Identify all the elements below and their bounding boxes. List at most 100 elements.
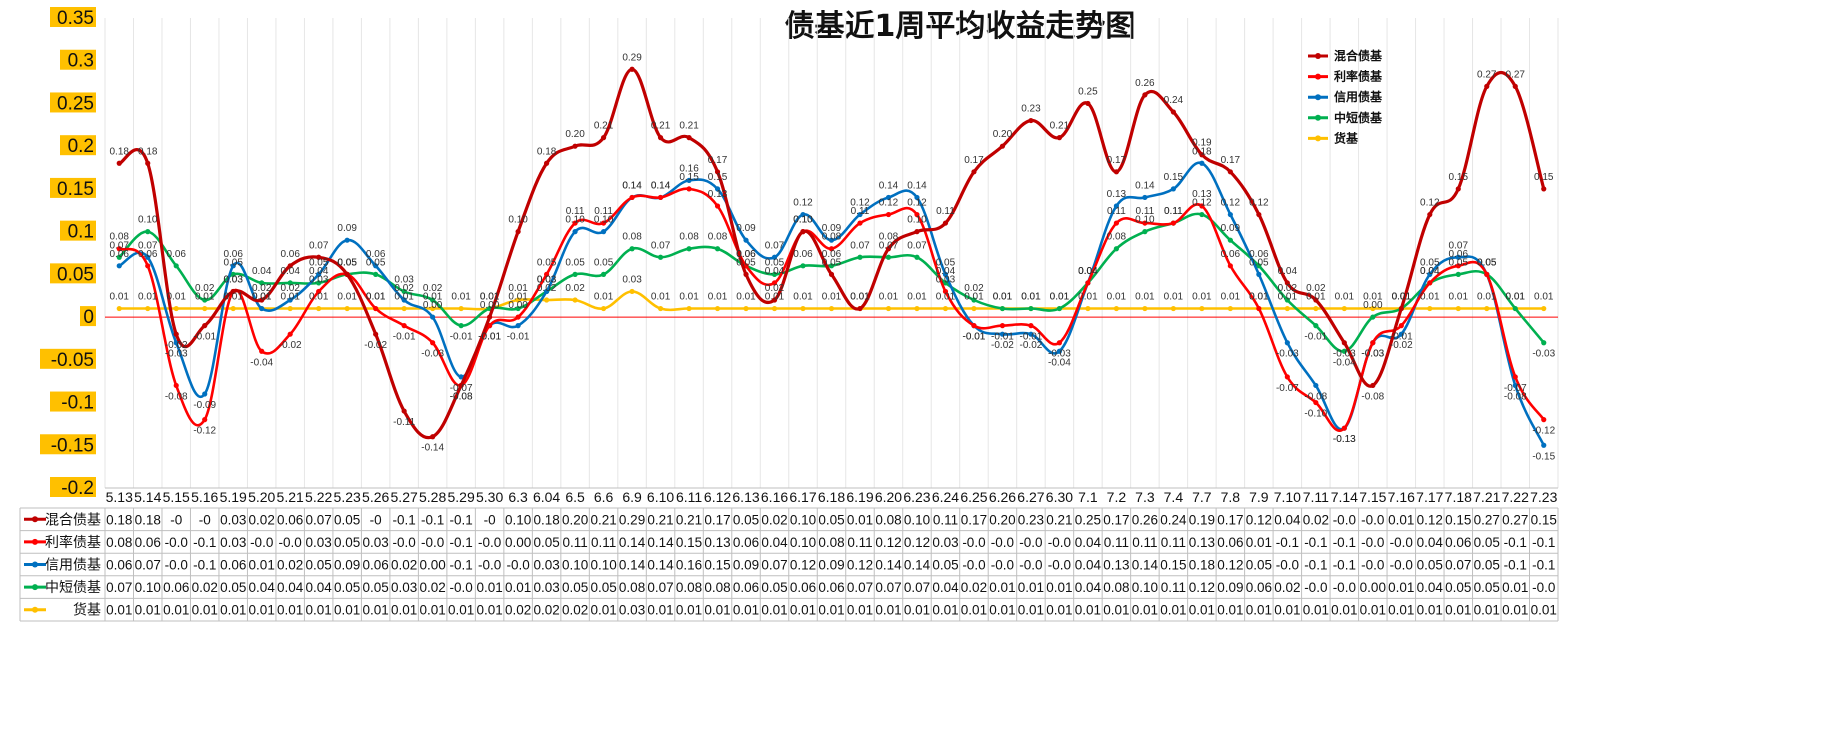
table-cell: -0.0 bbox=[250, 535, 273, 550]
table-cell: 0.08 bbox=[1103, 580, 1129, 595]
data-label: 0.01 bbox=[1021, 292, 1041, 303]
data-label: 0.05 bbox=[337, 257, 357, 268]
data-point bbox=[230, 288, 236, 295]
table-cell: 0.18 bbox=[135, 512, 161, 527]
data-point bbox=[771, 305, 778, 312]
data-label: 0.08 bbox=[879, 232, 899, 243]
data-label: 0.17 bbox=[708, 155, 728, 166]
data-label: -0.08 bbox=[1304, 391, 1327, 402]
x-tick-label: 6.3 bbox=[508, 489, 528, 505]
data-label: -0.07 bbox=[450, 383, 473, 394]
data-label: 0.05 bbox=[1420, 257, 1440, 268]
table-cell: 0.05 bbox=[306, 558, 332, 573]
data-point bbox=[1512, 305, 1518, 312]
data-label: 0.01 bbox=[651, 292, 671, 303]
data-label: 0.14 bbox=[651, 180, 671, 191]
data-point bbox=[259, 280, 265, 286]
table-cell: 0.05 bbox=[932, 558, 958, 573]
data-point bbox=[686, 186, 692, 192]
data-label: -0.01 bbox=[963, 332, 986, 343]
table-cell: 0.01 bbox=[1303, 603, 1329, 618]
data-label: 0.20 bbox=[993, 129, 1013, 140]
x-tick-label: 6.30 bbox=[1046, 489, 1073, 505]
data-point bbox=[1398, 323, 1404, 329]
data-point bbox=[1142, 194, 1148, 201]
data-label: 0.01 bbox=[508, 292, 528, 303]
data-point bbox=[1541, 186, 1547, 192]
data-label: 0.07 bbox=[765, 240, 785, 251]
table-cell: 0.01 bbox=[647, 603, 673, 618]
table-cell: 0.07 bbox=[135, 558, 161, 573]
data-label: -0.01 bbox=[478, 332, 501, 343]
data-label: 0.12 bbox=[1221, 198, 1241, 209]
table-cell: 0.03 bbox=[363, 535, 389, 550]
table-cell: 0.03 bbox=[533, 580, 559, 595]
table-cell: -0.0 bbox=[478, 535, 501, 550]
table-cell: 0.04 bbox=[1075, 535, 1102, 550]
data-point bbox=[1227, 263, 1233, 269]
data-point bbox=[714, 169, 721, 175]
data-label: -0.15 bbox=[1532, 451, 1555, 462]
x-tick-label: 6.19 bbox=[846, 489, 873, 505]
data-label: 0.02 bbox=[537, 283, 557, 294]
data-point bbox=[686, 246, 692, 252]
table-cell: -0.1 bbox=[1532, 558, 1555, 573]
table-cell: 0.01 bbox=[1274, 603, 1300, 618]
table-cell: 0.01 bbox=[733, 603, 759, 618]
x-tick-label: 5.19 bbox=[220, 489, 247, 505]
data-label: 0.12 bbox=[850, 198, 870, 209]
table-cell: 0.06 bbox=[818, 580, 844, 595]
legend-marker bbox=[1315, 73, 1321, 80]
x-tick-label: 7.10 bbox=[1274, 489, 1301, 505]
data-labels: 0.01 0.01 0.01 0.01 0.01 0.01 0.01 0.01 0.01 0.01… bbox=[110, 52, 1556, 462]
data-label: 0.01 bbox=[309, 292, 329, 303]
x-tick-label: 6.27 bbox=[1017, 489, 1044, 505]
table-cell: 0.21 bbox=[1046, 512, 1072, 527]
data-point bbox=[1512, 382, 1518, 389]
data-point bbox=[287, 297, 293, 303]
data-point bbox=[1313, 399, 1319, 406]
table-cell: 0.14 bbox=[904, 558, 931, 573]
data-point bbox=[401, 297, 407, 303]
table-cell: -0.0 bbox=[962, 558, 985, 573]
table-cell: 0.12 bbox=[904, 535, 930, 550]
data-point bbox=[572, 220, 578, 226]
data-label: -0.08 bbox=[1504, 391, 1527, 402]
data-point bbox=[1199, 211, 1205, 218]
data-label: 0.06 bbox=[736, 249, 756, 260]
table-cell: 0.01 bbox=[1018, 580, 1044, 595]
data-point bbox=[743, 271, 749, 277]
table-cell: 0.08 bbox=[106, 535, 132, 550]
data-point bbox=[230, 263, 236, 269]
table-cell: 0.07 bbox=[1445, 558, 1471, 573]
data-label: 0.09 bbox=[1221, 223, 1241, 234]
x-tick-label: 6.20 bbox=[875, 489, 902, 505]
data-point bbox=[771, 297, 778, 303]
data-label: 0.11 bbox=[1164, 206, 1183, 217]
data-label: 0.01 bbox=[480, 292, 500, 303]
x-tick-label: 7.9 bbox=[1249, 489, 1269, 505]
series-0 bbox=[116, 66, 1547, 440]
data-label: 0.01 bbox=[508, 283, 528, 294]
data-point bbox=[1113, 246, 1120, 252]
y-tick-highlight bbox=[50, 7, 96, 27]
table-cell: 0.07 bbox=[761, 558, 787, 573]
data-point bbox=[430, 314, 436, 320]
table-cell: 0.06 bbox=[790, 580, 816, 595]
data-label: 0.17 bbox=[1107, 155, 1127, 166]
data-label: -0.07 bbox=[1504, 383, 1527, 394]
table-cell: 0.05 bbox=[334, 512, 360, 527]
table-cell: 0.17 bbox=[1217, 512, 1243, 527]
data-point bbox=[202, 297, 208, 303]
x-tick-label: 7.3 bbox=[1135, 489, 1155, 505]
table-cell: 0.16 bbox=[676, 558, 702, 573]
data-label: 0.15 bbox=[1534, 172, 1554, 183]
data-point bbox=[1313, 323, 1319, 329]
data-label: 0.01 bbox=[594, 292, 614, 303]
x-tick-label: 5.16 bbox=[191, 489, 218, 505]
data-point bbox=[743, 237, 749, 243]
data-label: 0.10 bbox=[138, 215, 158, 226]
data-point bbox=[657, 135, 664, 141]
data-label: 0.01 bbox=[480, 292, 500, 303]
table-cell: -0.1 bbox=[193, 558, 216, 573]
